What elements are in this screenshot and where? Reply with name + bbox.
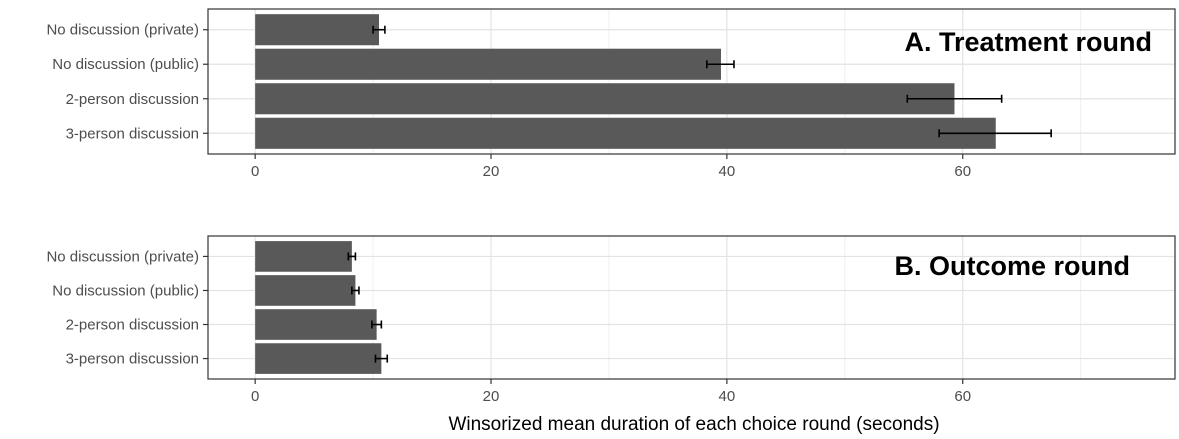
- error-bar: [706, 60, 735, 69]
- x-tick-label: 20: [483, 388, 500, 405]
- y-tick-label: 3-person discussion: [66, 351, 199, 368]
- y-tick-label: No discussion (private): [46, 22, 199, 39]
- x-tick-label: 0: [251, 163, 259, 180]
- x-axis-title: Winsorized mean duration of each choice …: [448, 414, 939, 435]
- panel-title: B. Outcome round: [895, 251, 1131, 281]
- error-bar: [347, 252, 357, 261]
- x-tick-label: 40: [719, 388, 736, 405]
- x-tick-label: 60: [954, 388, 971, 405]
- bar: [255, 309, 377, 340]
- error-bar: [374, 354, 389, 363]
- x-tick-label: 60: [954, 163, 971, 180]
- y-tick-label: 2-person discussion: [66, 91, 199, 108]
- panel-outcome-round: No discussion (private) No discussion (pu…: [46, 235, 1176, 405]
- y-tick-label: No discussion (public): [52, 282, 199, 299]
- y-tick-label: 2-person discussion: [66, 317, 199, 334]
- error-bar: [351, 286, 360, 295]
- panel-border: [207, 8, 1176, 155]
- error-bar: [372, 25, 386, 34]
- x-tick-label: 40: [719, 163, 736, 180]
- panel-title: A. Treatment round: [904, 27, 1152, 57]
- panel-border: [207, 235, 1176, 380]
- y-tick-label: 3-person discussion: [66, 125, 199, 142]
- bar: [255, 83, 955, 115]
- bar: [255, 48, 721, 80]
- bar: [255, 14, 379, 46]
- bar: [255, 275, 356, 306]
- panel-treatment-round: No discussion (private) No discussion (pu…: [46, 8, 1176, 180]
- y-tick-label: No discussion (public): [52, 56, 199, 73]
- bar: [255, 241, 352, 272]
- bar: [255, 343, 382, 374]
- x-tick-label: 0: [251, 388, 259, 405]
- y-tick-label: No discussion (private): [46, 248, 199, 265]
- x-tick-label: 20: [483, 163, 500, 180]
- error-bar: [938, 129, 1052, 138]
- error-bar: [371, 320, 383, 329]
- error-bar: [906, 94, 1003, 103]
- bar: [255, 117, 996, 149]
